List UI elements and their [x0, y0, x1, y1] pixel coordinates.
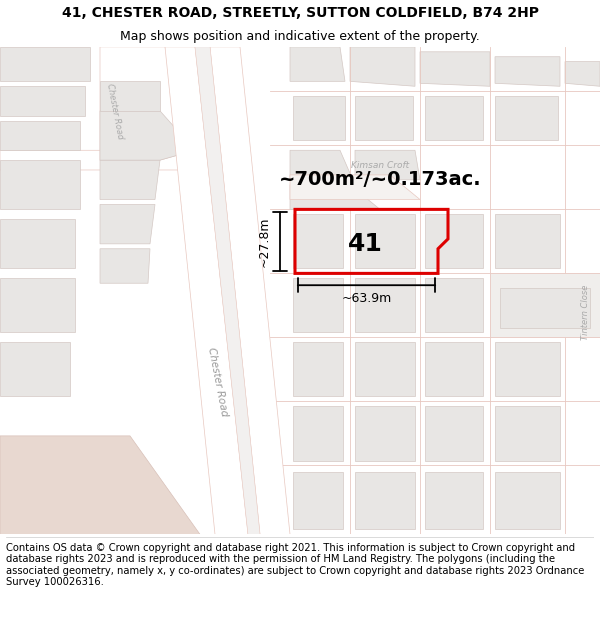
Bar: [495, 406, 560, 461]
Text: 41, CHESTER ROAD, STREETLY, SUTTON COLDFIELD, B74 2HP: 41, CHESTER ROAD, STREETLY, SUTTON COLDF…: [62, 6, 539, 20]
Polygon shape: [100, 249, 150, 283]
Polygon shape: [495, 57, 560, 86]
Bar: [495, 278, 560, 332]
Bar: [425, 278, 483, 332]
Bar: [425, 96, 483, 141]
Text: Map shows position and indicative extent of the property.: Map shows position and indicative extent…: [120, 30, 480, 43]
Bar: [495, 96, 558, 141]
Text: Tintern Close: Tintern Close: [581, 285, 589, 341]
Bar: [355, 342, 415, 396]
Polygon shape: [0, 436, 200, 534]
Bar: [293, 406, 343, 461]
Polygon shape: [350, 47, 415, 86]
Polygon shape: [565, 62, 600, 86]
Bar: [0, 342, 70, 396]
Bar: [293, 342, 343, 396]
Polygon shape: [355, 150, 420, 180]
Polygon shape: [0, 150, 215, 170]
Polygon shape: [0, 47, 90, 81]
Bar: [355, 96, 413, 141]
Bar: [355, 214, 415, 269]
Bar: [293, 278, 343, 332]
Bar: [425, 406, 483, 461]
Polygon shape: [500, 288, 590, 328]
Polygon shape: [100, 111, 195, 160]
Text: ~700m²/~0.173ac.: ~700m²/~0.173ac.: [278, 171, 481, 189]
Text: ~63.9m: ~63.9m: [341, 291, 392, 304]
Polygon shape: [210, 47, 290, 534]
Bar: [495, 214, 560, 269]
Text: Contains OS data © Crown copyright and database right 2021. This information is : Contains OS data © Crown copyright and d…: [6, 542, 584, 588]
Bar: [293, 214, 343, 269]
Bar: [293, 96, 345, 141]
Bar: [0, 278, 75, 332]
Polygon shape: [0, 121, 80, 150]
Polygon shape: [290, 185, 380, 209]
Bar: [425, 342, 483, 396]
Text: ~27.8m: ~27.8m: [257, 216, 271, 267]
Polygon shape: [490, 273, 600, 338]
Bar: [293, 472, 343, 529]
Polygon shape: [100, 160, 160, 199]
Polygon shape: [420, 52, 490, 86]
Bar: [425, 472, 483, 529]
Polygon shape: [100, 204, 155, 244]
Polygon shape: [290, 47, 345, 81]
Polygon shape: [290, 150, 355, 185]
Polygon shape: [100, 47, 195, 160]
Bar: [355, 472, 415, 529]
Bar: [355, 406, 415, 461]
Bar: [495, 472, 560, 529]
Text: Kimsan Croft: Kimsan Croft: [351, 161, 409, 169]
Polygon shape: [290, 175, 420, 199]
Bar: [495, 342, 560, 396]
Polygon shape: [165, 47, 248, 534]
Text: 41: 41: [347, 232, 382, 256]
Bar: [355, 278, 415, 332]
Polygon shape: [100, 81, 160, 111]
Bar: [425, 214, 483, 269]
Text: Chester Road: Chester Road: [105, 82, 125, 139]
Polygon shape: [0, 86, 85, 116]
Text: Chester Road: Chester Road: [206, 346, 230, 417]
Polygon shape: [195, 47, 260, 534]
Bar: [0, 160, 80, 209]
Bar: [0, 219, 75, 269]
